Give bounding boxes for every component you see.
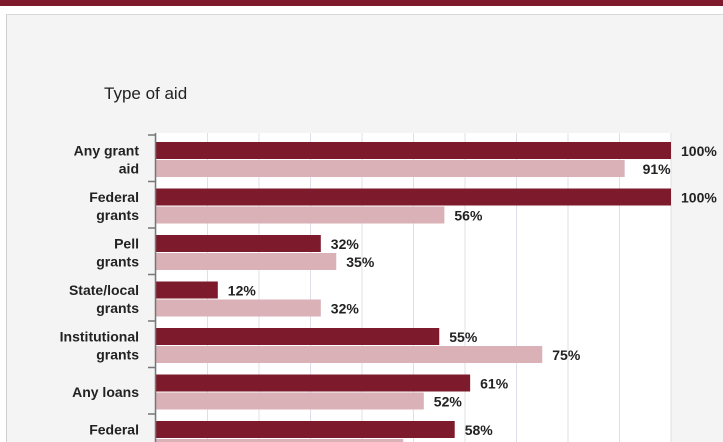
category-label: aid — [119, 161, 139, 177]
category-label: Any loans — [72, 384, 139, 400]
bar-dark — [156, 188, 671, 206]
category-label: Pell — [114, 236, 139, 252]
category-label: grants — [96, 254, 139, 270]
category-label: Federal — [89, 422, 139, 438]
data-label: 55% — [449, 329, 478, 345]
bar-light — [156, 346, 543, 363]
label-layer: Any grant aid 100% 91% Federal grants 100% 56% P… — [60, 143, 718, 442]
data-label: 61% — [480, 376, 509, 392]
data-label: 91% — [643, 161, 672, 177]
bar-layer — [156, 142, 671, 442]
data-label: 58% — [465, 422, 494, 438]
bar-dark — [156, 328, 440, 345]
bar-dark — [156, 142, 671, 159]
data-label: 35% — [346, 254, 375, 270]
data-label: 52% — [434, 394, 463, 410]
category-label: State/local — [69, 282, 139, 298]
category-label: Institutional — [60, 329, 139, 345]
bar-light — [156, 253, 337, 270]
data-label: 48% — [413, 440, 442, 442]
data-label: 12% — [228, 283, 257, 299]
bar-light — [156, 160, 625, 177]
category-label: loans — [102, 440, 139, 442]
bar-light — [156, 206, 445, 224]
category-label: Any grant — [74, 143, 140, 159]
bar-dark — [156, 374, 471, 392]
data-label: 56% — [454, 208, 483, 224]
bar-dark — [156, 235, 321, 252]
bar-light — [156, 299, 321, 317]
top-accent-rule — [0, 0, 723, 6]
chart-title: Type of aid — [104, 84, 188, 103]
data-label: 100% — [681, 190, 717, 206]
bar-light — [156, 392, 424, 410]
bar-light — [156, 439, 404, 442]
data-label: 32% — [331, 236, 360, 252]
data-label: 100% — [681, 143, 717, 159]
bar-dark — [156, 281, 218, 299]
data-label: 75% — [552, 347, 581, 363]
category-label: grants — [96, 207, 139, 223]
category-label: grants — [96, 347, 139, 363]
data-label: 32% — [331, 301, 360, 317]
category-label: grants — [96, 300, 139, 316]
axis-layer — [148, 133, 157, 442]
bar-dark — [156, 421, 455, 438]
category-label: Federal — [89, 189, 139, 205]
